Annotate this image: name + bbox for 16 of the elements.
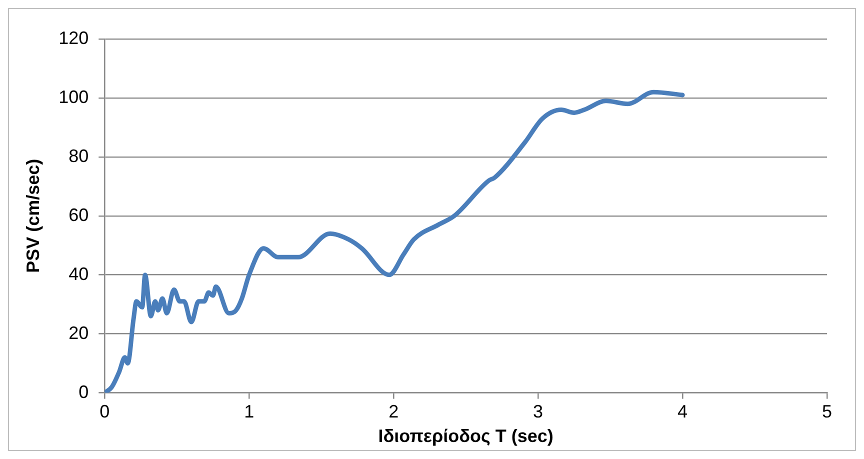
y-axis-title: PSV (cm/sec) (22, 158, 43, 273)
y-tick-label: 60 (68, 204, 89, 225)
y-tick-label: 80 (68, 146, 89, 166)
line-series (104, 90, 685, 393)
x-tick-label: 3 (533, 402, 544, 422)
x-tick-label: 4 (678, 402, 688, 422)
y-tick-label: 0 (78, 382, 89, 402)
x-tick-label: 1 (244, 402, 254, 422)
y-tick-label: 40 (68, 264, 89, 284)
y-tick-label: 100 (58, 86, 89, 107)
x-tick-label: 2 (388, 402, 399, 422)
y-tick-label: 120 (58, 28, 89, 48)
y-tick-label: 20 (68, 322, 89, 343)
x-tick-label: 5 (822, 402, 832, 422)
x-tick-label: 0 (100, 402, 110, 422)
x-axis-title: Ιδιοπερίοδος T (sec) (378, 426, 554, 446)
